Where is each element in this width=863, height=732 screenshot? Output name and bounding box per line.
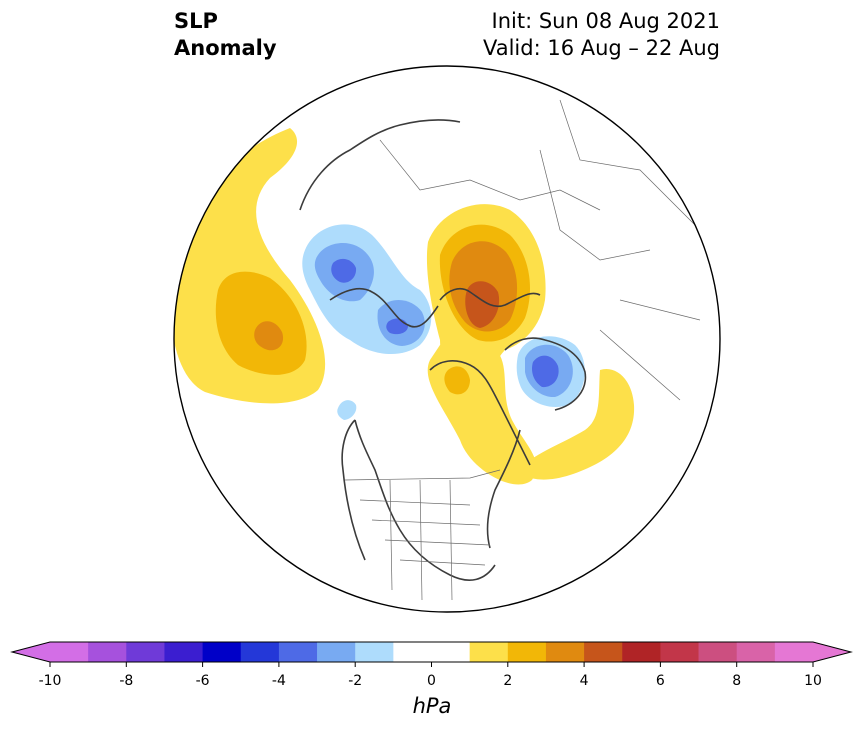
colorbar-cell: [164, 642, 203, 662]
colorbar-cell: [88, 642, 127, 662]
north-atlantic-ridge: [520, 368, 635, 480]
map-title: SLP Anomaly: [174, 8, 277, 62]
colorbar-tick-label: -4: [271, 673, 286, 689]
colorbar-cell: [469, 642, 509, 662]
political-borders: [344, 99, 701, 601]
colorbar-cell: [584, 642, 623, 662]
coastlines: [299, 119, 587, 581]
colorbar-tick-label: -10: [38, 673, 62, 689]
title-variable-line2: Anomaly: [174, 36, 277, 60]
colorbar-cell: [393, 642, 432, 662]
colorbar-cell: [431, 642, 471, 662]
colorbar-cell: [278, 642, 318, 662]
colorbar-cell: [622, 642, 661, 662]
valid-range: Valid: 16 Aug – 22 Aug: [482, 36, 720, 60]
colorbar-extend-high: [813, 642, 851, 662]
colorbar-tick-label: 6: [655, 673, 665, 689]
colorbar-extend-low: [12, 642, 50, 662]
colorbar-cell: [50, 642, 89, 662]
colorbar-cell: [355, 642, 394, 662]
colorbar-cell: [660, 642, 699, 662]
colorbar-cell: [736, 642, 776, 662]
colorbar-unit: hPa: [412, 694, 452, 718]
colorbar-tick-label: 8: [732, 673, 742, 689]
colorbar-cell: [774, 642, 814, 662]
colorbar-tick-label: 4: [579, 673, 589, 689]
colorbar-cell: [317, 642, 356, 662]
globe-outline: [173, 65, 721, 613]
globe: [174, 66, 720, 612]
colorbar-tick-label: 0: [427, 673, 436, 689]
init-date: Init: Sun 08 Aug 2021: [491, 9, 720, 33]
greenland-low: [516, 336, 585, 408]
siberia-arctic-high: [426, 204, 546, 380]
hudson-bay-ridge: [427, 339, 537, 485]
colorbar-tick-label: -2: [348, 673, 363, 689]
west-coast-low: [337, 400, 357, 420]
title-variable-line1: SLP: [174, 9, 218, 33]
colorbar-cell: [126, 642, 165, 662]
colorbar-tick-label: 10: [804, 673, 822, 689]
colorbar-cell: [507, 642, 547, 662]
colorbar-tick-label: 2: [503, 673, 513, 689]
colorbar-cell: [545, 642, 585, 662]
colorbar-cell: [698, 642, 738, 662]
colorbar: [10, 641, 853, 667]
map-dates: Init: Sun 08 Aug 2021 Valid: 16 Aug – 22…: [483, 8, 720, 62]
colorbar-tick-label: -8: [119, 673, 134, 689]
colorbar-tick-label: -6: [195, 673, 210, 689]
colorbar-cell: [240, 642, 280, 662]
colorbar-cell: [202, 642, 242, 662]
